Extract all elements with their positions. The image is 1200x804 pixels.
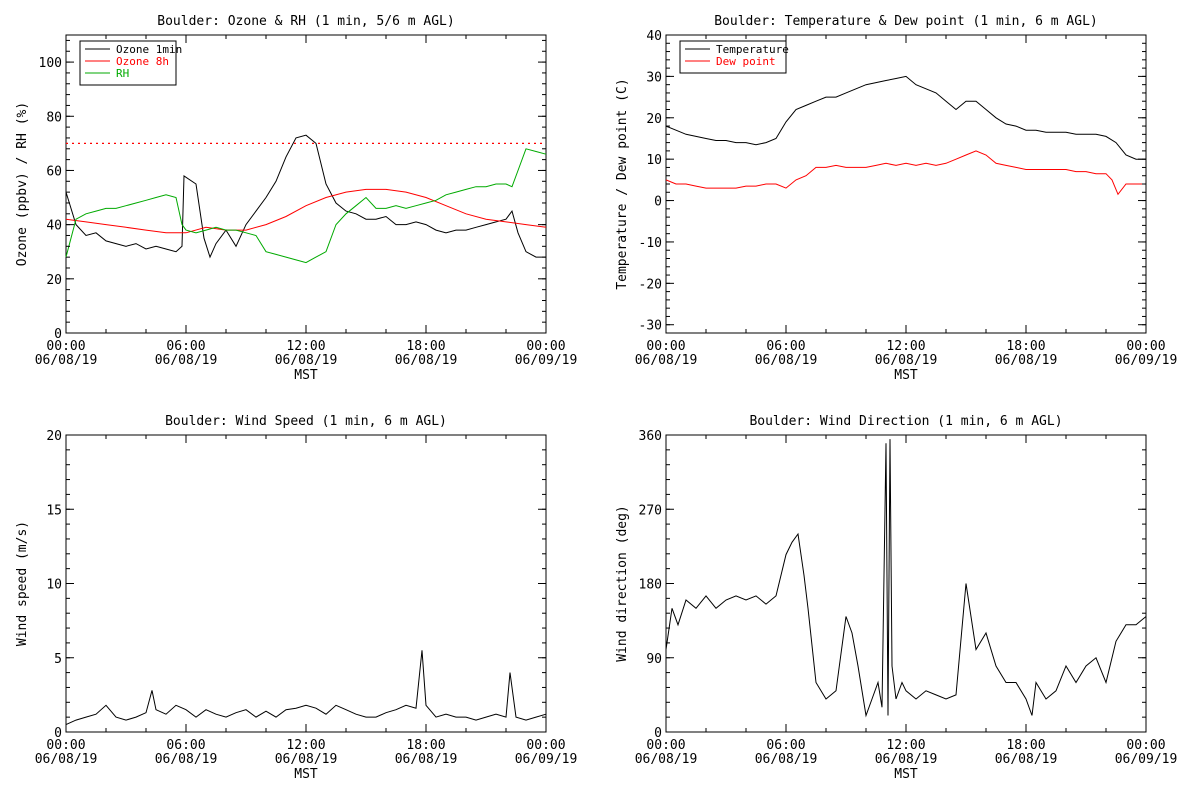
x-tick-label-time: 12:00 bbox=[286, 339, 325, 354]
x-tick-label-time: 00:00 bbox=[46, 738, 85, 753]
y-tick-label: 0 bbox=[54, 327, 62, 342]
y-tick-label: 0 bbox=[654, 726, 662, 741]
x-tick-label-time: 00:00 bbox=[526, 339, 565, 354]
x-axis-label: MST bbox=[294, 767, 318, 782]
x-tick-label-time: 00:00 bbox=[1126, 738, 1165, 753]
chart-title: Boulder: Wind Speed (1 min, 6 m AGL) bbox=[165, 414, 447, 429]
y-tick-label: 20 bbox=[46, 273, 62, 288]
y-tick-label: 10 bbox=[646, 153, 662, 168]
x-tick-label-time: 06:00 bbox=[166, 738, 205, 753]
legend-entry: RH bbox=[116, 67, 129, 80]
y-tick-label: 0 bbox=[654, 195, 662, 210]
series-line-temperature bbox=[665, 75, 1146, 160]
x-tick-label-time: 06:00 bbox=[166, 339, 205, 354]
x-tick-label-date: 06/08/19 bbox=[995, 353, 1058, 368]
x-tick-label-time: 06:00 bbox=[766, 738, 805, 753]
y-tick-label: -20 bbox=[639, 277, 662, 292]
series-line-ozone-1min bbox=[65, 134, 546, 259]
x-tick-label-date: 06/08/19 bbox=[875, 353, 938, 368]
plot-frame bbox=[65, 434, 547, 733]
x-tick-label-time: 00:00 bbox=[646, 339, 685, 354]
y-tick-label: 40 bbox=[46, 219, 62, 234]
series-line-ozone-8h bbox=[65, 188, 547, 234]
x-axis-label: MST bbox=[894, 767, 918, 782]
x-tick-label-date: 06/08/19 bbox=[275, 752, 338, 767]
y-tick-label: 100 bbox=[39, 56, 62, 71]
x-tick-label-date: 06/09/19 bbox=[1115, 353, 1178, 368]
x-tick-label-time: 00:00 bbox=[1126, 339, 1165, 354]
x-tick-label-date: 06/08/19 bbox=[155, 353, 218, 368]
legend-box bbox=[79, 40, 177, 86]
y-tick-label: -30 bbox=[639, 319, 662, 334]
x-tick-label-time: 00:00 bbox=[526, 738, 565, 753]
x-tick-label-date: 06/08/19 bbox=[395, 752, 458, 767]
x-tick-label-date: 06/09/19 bbox=[515, 752, 578, 767]
x-tick-label-date: 06/08/19 bbox=[635, 752, 698, 767]
y-tick-label: 0 bbox=[54, 726, 62, 741]
y-tick-label: 180 bbox=[639, 578, 662, 593]
x-tick-label-time: 18:00 bbox=[406, 339, 445, 354]
y-tick-label: 60 bbox=[46, 164, 62, 179]
series-line-0 bbox=[665, 439, 1147, 718]
y-axis-label: Temperature / Dew point (C) bbox=[615, 78, 630, 289]
y-tick-label: 80 bbox=[46, 110, 62, 125]
y-axis-label: Ozone (ppbv) / RH (%) bbox=[15, 102, 30, 266]
x-tick-label-time: 18:00 bbox=[406, 738, 445, 753]
x-axis-label: MST bbox=[294, 368, 318, 383]
y-tick-label: 270 bbox=[639, 503, 662, 518]
x-tick-label-date: 06/08/19 bbox=[635, 353, 698, 368]
chart-title: Boulder: Ozone & RH (1 min, 5/6 m AGL) bbox=[157, 14, 454, 29]
y-tick-label: -10 bbox=[639, 236, 662, 251]
chart-panel-wind-speed: Boulder: Wind Speed (1 min, 6 m AGL) 0 5 10… bbox=[15, 414, 577, 782]
y-tick-label: 360 bbox=[639, 429, 662, 444]
x-tick-label-date: 06/08/19 bbox=[755, 353, 818, 368]
series-line-0 bbox=[65, 650, 547, 726]
chart-title: Boulder: Wind Direction (1 min, 6 m AGL) bbox=[749, 414, 1062, 429]
x-tick-label-time: 12:00 bbox=[886, 738, 925, 753]
y-axis-label: Wind speed (m/s) bbox=[15, 521, 30, 646]
chart-panel-temp-dew: Boulder: Temperature & Dew point (1 min,… bbox=[615, 14, 1177, 383]
series-line-dew-point bbox=[665, 150, 1146, 196]
x-tick-label-date: 06/08/19 bbox=[395, 353, 458, 368]
x-tick-label-date: 06/08/19 bbox=[755, 752, 818, 767]
legend-entry: Dew point bbox=[716, 55, 776, 68]
x-tick-label-date: 06/08/19 bbox=[35, 353, 98, 368]
series-line-rh bbox=[65, 148, 547, 264]
x-tick-label-time: 06:00 bbox=[766, 339, 805, 354]
y-tick-label: 5 bbox=[54, 652, 62, 667]
plot-frame bbox=[665, 434, 1147, 733]
x-tick-label-date: 06/08/19 bbox=[275, 353, 338, 368]
x-tick-label-time: 12:00 bbox=[886, 339, 925, 354]
x-tick-label-date: 06/09/19 bbox=[515, 353, 578, 368]
x-tick-label-date: 06/08/19 bbox=[155, 752, 218, 767]
x-tick-label-date: 06/08/19 bbox=[35, 752, 98, 767]
y-tick-label: 15 bbox=[46, 503, 62, 518]
y-tick-label: 90 bbox=[646, 652, 662, 667]
x-axis-label: MST bbox=[894, 368, 918, 383]
x-tick-label-time: 12:00 bbox=[286, 738, 325, 753]
legend-entry: Temperature bbox=[716, 43, 789, 56]
legend-entry: Ozone 8h bbox=[116, 55, 169, 68]
plot-frame bbox=[665, 34, 1147, 334]
x-tick-label-time: 18:00 bbox=[1006, 339, 1045, 354]
legend-box bbox=[679, 40, 787, 74]
y-axis-label: Wind direction (deg) bbox=[615, 505, 630, 662]
x-tick-label-date: 06/09/19 bbox=[1115, 752, 1178, 767]
y-tick-label: 30 bbox=[646, 70, 662, 85]
chart-title: Boulder: Temperature & Dew point (1 min,… bbox=[714, 14, 1098, 29]
chart-panel-ozone-rh: Boulder: Ozone & RH (1 min, 5/6 m AGL) 0 2… bbox=[15, 14, 577, 383]
x-tick-label-time: 00:00 bbox=[646, 738, 685, 753]
y-tick-label: 20 bbox=[646, 112, 662, 127]
x-tick-label-date: 06/08/19 bbox=[875, 752, 938, 767]
x-tick-label-date: 06/08/19 bbox=[995, 752, 1058, 767]
legend-entry: Ozone 1min bbox=[116, 43, 182, 56]
x-tick-label-time: 18:00 bbox=[1006, 738, 1045, 753]
y-tick-label: 40 bbox=[646, 29, 662, 44]
x-tick-label-time: 00:00 bbox=[46, 339, 85, 354]
chart-panel-wind-direction: Boulder: Wind Direction (1 min, 6 m AGL)… bbox=[615, 414, 1177, 782]
y-tick-label: 20 bbox=[46, 429, 62, 444]
y-tick-label: 10 bbox=[46, 578, 62, 593]
